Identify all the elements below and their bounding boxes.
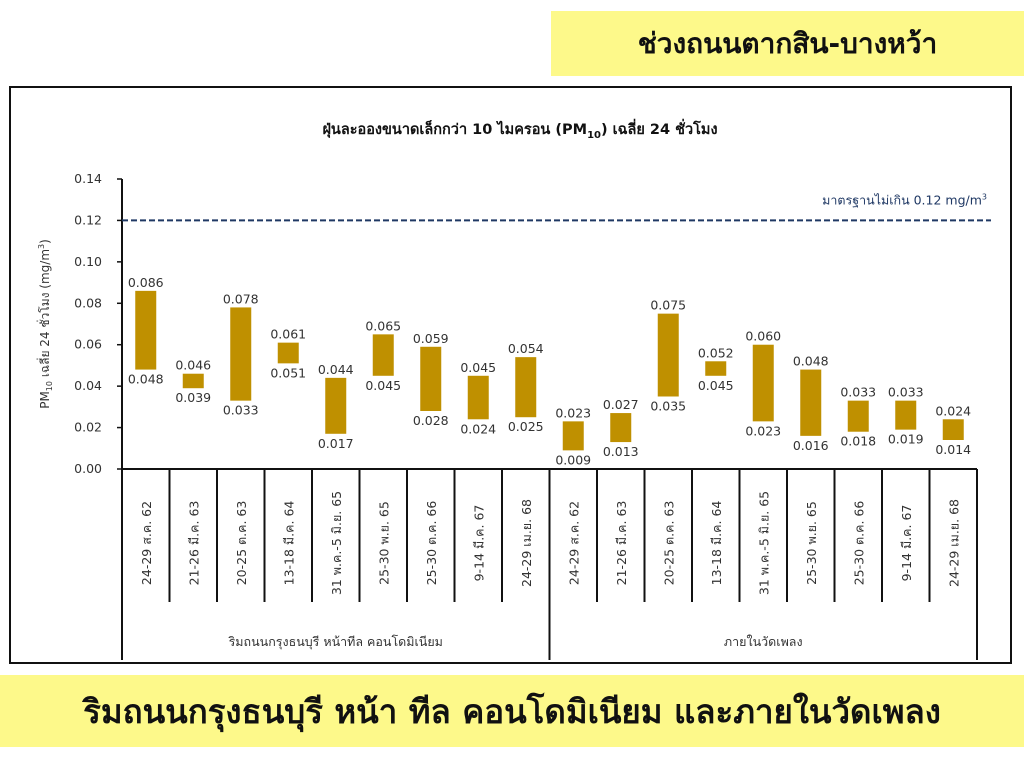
range-bar [277, 342, 299, 364]
y-tick-label: 0.00 [74, 461, 102, 476]
bar-max-label: 0.027 [603, 397, 639, 412]
range-bar [182, 373, 204, 389]
bar-max-label: 0.065 [365, 318, 401, 333]
category-label: 25-30 ต.ค. 66 [424, 501, 439, 586]
bar-min-label: 0.024 [460, 421, 496, 436]
bar-max-label: 0.059 [413, 331, 449, 346]
category-label: 24-29 เม.ย. 68 [946, 499, 961, 587]
category-label: 24-29 ส.ค. 62 [566, 501, 581, 585]
range-bar [325, 377, 347, 434]
bar-max-label: 0.061 [270, 327, 306, 342]
bar-max-label: 0.033 [840, 385, 876, 400]
bar-min-label: 0.009 [555, 452, 591, 467]
category-label: 21-26 มี.ค. 63 [614, 501, 629, 586]
category-label: 31 พ.ค.-5 มิ.ย. 65 [756, 491, 771, 595]
bar-min-label: 0.039 [175, 390, 211, 405]
bar-min-label: 0.045 [698, 378, 734, 393]
bar-min-label: 0.048 [128, 372, 164, 387]
location-title: ช่วงถนนตากสิน-บางหว้า [637, 26, 938, 60]
y-tick-label: 0.02 [74, 420, 102, 435]
y-axis-label: PM10 เฉลี่ย 24 ชั่วโมง (mg/m3) [36, 239, 54, 409]
group-label: ภายในวัดเพลง [724, 634, 803, 649]
bar-min-label: 0.035 [650, 399, 686, 414]
bar-min-label: 0.045 [365, 378, 401, 393]
bar-max-label: 0.052 [698, 345, 734, 360]
bar-min-label: 0.051 [270, 365, 306, 380]
bar-min-label: 0.025 [508, 419, 544, 434]
range-bar [752, 344, 774, 422]
y-tick-label: 0.10 [74, 254, 102, 269]
bar-min-label: 0.016 [793, 438, 829, 453]
pm10-chart: ฝุ่นละอองขนาดเล็กกว่า 10 ไมครอน (PM10) เ… [36, 118, 991, 660]
category-label: 25-30 พ.ย. 65 [376, 501, 391, 585]
category-label: 20-25 ต.ค. 63 [661, 501, 676, 586]
range-bar [942, 419, 964, 440]
bar-max-label: 0.075 [650, 298, 686, 313]
y-tick-label: 0.06 [74, 337, 102, 352]
category-label: 25-30 ต.ค. 66 [851, 501, 866, 586]
range-bar [895, 400, 917, 430]
y-tick-label: 0.04 [74, 378, 102, 393]
category-label: 31 พ.ค.-5 มิ.ย. 65 [329, 491, 344, 595]
range-bar [610, 413, 632, 443]
caption-text: ริมถนนกรุงธนบุรี หน้า ทีล คอนโดมิเนียม แ… [83, 691, 941, 731]
bar-min-label: 0.014 [935, 442, 971, 457]
category-label: 13-18 มี.ค. 64 [281, 501, 296, 586]
category-label: 21-26 มี.ค. 63 [186, 501, 201, 586]
group-label: ริมถนนกรุงธนบุรี หน้าทีล คอนโดมิเนียม [228, 634, 443, 650]
category-label: 24-29 ส.ค. 62 [139, 501, 154, 585]
range-bar [705, 361, 727, 376]
bar-max-label: 0.054 [508, 341, 544, 356]
category-label: 25-30 พ.ย. 65 [804, 501, 819, 585]
range-bar [372, 334, 394, 376]
range-bar [135, 290, 157, 370]
bar-max-label: 0.060 [745, 329, 781, 344]
bar-max-label: 0.086 [128, 275, 164, 290]
caption-banner: ริมถนนกรุงธนบุรี หน้า ทีล คอนโดมิเนียม แ… [0, 675, 1024, 747]
y-tick-label: 0.14 [74, 171, 102, 186]
bar-max-label: 0.048 [793, 354, 829, 369]
bar-min-label: 0.028 [413, 413, 449, 428]
range-bar [657, 313, 679, 397]
bar-max-label: 0.044 [318, 362, 354, 377]
bar-min-label: 0.017 [318, 436, 354, 451]
category-label: 24-29 เม.ย. 68 [519, 499, 534, 587]
bar-max-label: 0.024 [935, 403, 971, 418]
range-bar [420, 346, 442, 411]
bar-max-label: 0.033 [888, 385, 924, 400]
category-label: 20-25 ต.ค. 63 [234, 501, 249, 586]
bar-max-label: 0.046 [175, 358, 211, 373]
category-label: 13-18 มี.ค. 64 [709, 501, 724, 586]
location-title-banner: ช่วงถนนตากสิน-บางหว้า [551, 11, 1024, 76]
category-label: 9-14 มี.ค. 67 [899, 505, 914, 582]
range-bar [562, 421, 584, 451]
bar-min-label: 0.013 [603, 444, 639, 459]
bar-min-label: 0.023 [745, 423, 781, 438]
range-bar [847, 400, 869, 432]
y-tick-label: 0.08 [74, 295, 102, 310]
bar-min-label: 0.033 [223, 403, 259, 418]
standard-label: มาตรฐานไม่เกิน 0.12 mg/m3 [822, 192, 987, 207]
range-bar [467, 375, 489, 420]
bar-min-label: 0.018 [840, 434, 876, 449]
range-bar [515, 357, 537, 418]
bar-max-label: 0.045 [460, 360, 496, 375]
bar-min-label: 0.019 [888, 432, 924, 447]
chart-title: ฝุ่นละอองขนาดเล็กกว่า 10 ไมครอน (PM10) เ… [322, 118, 717, 141]
bar-max-label: 0.078 [223, 291, 259, 306]
y-tick-label: 0.12 [74, 212, 102, 227]
category-label: 9-14 มี.ค. 67 [471, 505, 486, 582]
range-bar [230, 307, 252, 401]
chart-frame: ฝุ่นละอองขนาดเล็กกว่า 10 ไมครอน (PM10) เ… [9, 86, 1012, 664]
range-bar [800, 369, 822, 436]
bar-max-label: 0.023 [555, 405, 591, 420]
